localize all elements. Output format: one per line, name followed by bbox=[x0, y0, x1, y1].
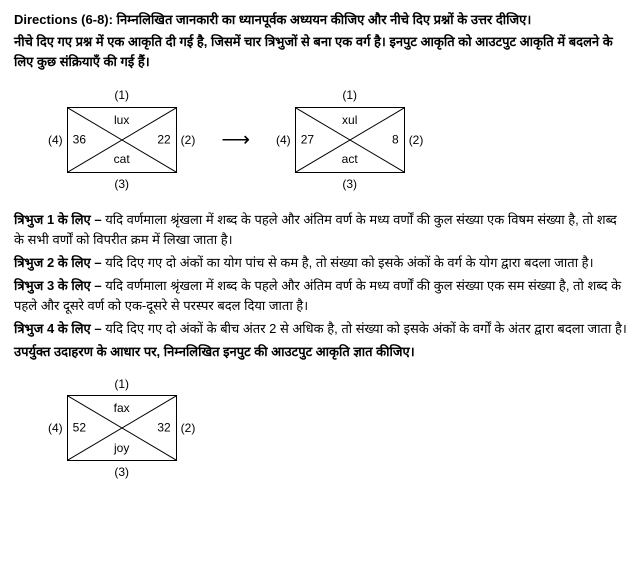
output-outside-top: (1) bbox=[272, 86, 427, 105]
example-input-shape: (1) (4) lux 22 cat 36 (2) (3) bbox=[44, 84, 199, 195]
input-inside-bottom: cat bbox=[68, 150, 176, 169]
rule-3-text: यदि वर्णमाला श्रृंखला में शब्द के पहले औ… bbox=[14, 278, 621, 313]
input-inside-right: 22 bbox=[157, 131, 170, 150]
question-diagram-row: (1) (4) fax 32 joy 52 (2) (3) bbox=[44, 373, 628, 484]
rule-2-label: त्रिभुज 2 के लिए – bbox=[14, 255, 102, 270]
output-mid-row: (4) xul 8 act 27 (2) bbox=[272, 107, 427, 173]
output-inside-right: 8 bbox=[392, 131, 399, 150]
example-output-shape: (1) (4) xul 8 act 27 (2) (3) bbox=[272, 84, 427, 195]
q-mid-row: (4) fax 32 joy 52 (2) bbox=[44, 395, 199, 461]
input-outside-left: (4) bbox=[48, 131, 63, 150]
output-outside-right: (2) bbox=[409, 131, 424, 150]
directions-line: Directions (6-8): निम्नलिखित जानकारी का … bbox=[14, 10, 628, 30]
q-outside-right: (2) bbox=[181, 419, 196, 438]
output-inside-bottom: act bbox=[296, 150, 404, 169]
output-outside-left: (4) bbox=[276, 131, 291, 150]
q-inside-top: fax bbox=[68, 399, 176, 418]
rule-3-label: त्रिभुज 3 के लिए – bbox=[14, 278, 102, 293]
rule-3: त्रिभुज 3 के लिए – यदि वर्णमाला श्रृंखला… bbox=[14, 276, 628, 316]
arrow-icon: ⟶ bbox=[221, 125, 250, 156]
directions-text: निम्नलिखित जानकारी का ध्यानपूर्वक अध्ययन… bbox=[113, 12, 531, 27]
rules-block: त्रिभुज 1 के लिए – यदि वर्णमाला श्रृंखला… bbox=[14, 210, 628, 363]
input-outside-right: (2) bbox=[181, 131, 196, 150]
q-outside-bottom: (3) bbox=[44, 463, 199, 482]
input-inside-top: lux bbox=[68, 111, 176, 130]
rule-1-text: यदि वर्णमाला श्रृंखला में शब्द के पहले औ… bbox=[14, 212, 617, 247]
rule-4-label: त्रिभुज 4 के लिए – bbox=[14, 321, 102, 336]
q-inside-left: 52 bbox=[73, 419, 86, 438]
output-box: xul 8 act 27 bbox=[295, 107, 405, 173]
rule-4-text: यदि दिए गए दो अंकों के बीच अंतर 2 से अधि… bbox=[102, 321, 627, 336]
input-mid-row: (4) lux 22 cat 36 (2) bbox=[44, 107, 199, 173]
output-outside-bottom: (3) bbox=[272, 175, 427, 194]
final-instruction: उपर्युक्त उदाहरण के आधार पर, निम्नलिखित … bbox=[14, 342, 628, 362]
rule-1-label: त्रिभुज 1 के लिए – bbox=[14, 212, 102, 227]
rule-2: त्रिभुज 2 के लिए – यदि दिए गए दो अंकों क… bbox=[14, 253, 628, 273]
q-outside-left: (4) bbox=[48, 419, 63, 438]
directions-label: Directions (6-8): bbox=[14, 12, 113, 27]
input-inside-left: 36 bbox=[73, 131, 86, 150]
example-diagram-row: (1) (4) lux 22 cat 36 (2) (3) ⟶ (1) (4) bbox=[44, 84, 628, 195]
input-box: lux 22 cat 36 bbox=[67, 107, 177, 173]
q-inside-right: 32 bbox=[157, 419, 170, 438]
output-inside-left: 27 bbox=[301, 131, 314, 150]
question-input-shape: (1) (4) fax 32 joy 52 (2) (3) bbox=[44, 373, 199, 484]
intro-line-1: नीचे दिए गए प्रश्न में एक आकृति दी गई है… bbox=[14, 32, 628, 72]
q-inside-bottom: joy bbox=[68, 439, 176, 458]
output-inside-top: xul bbox=[296, 111, 404, 130]
input-outside-bottom: (3) bbox=[44, 175, 199, 194]
rule-4: त्रिभुज 4 के लिए – यदि दिए गए दो अंकों क… bbox=[14, 319, 628, 339]
rule-1: त्रिभुज 1 के लिए – यदि वर्णमाला श्रृंखला… bbox=[14, 210, 628, 250]
input-outside-top: (1) bbox=[44, 86, 199, 105]
q-outside-top: (1) bbox=[44, 375, 199, 394]
question-box: fax 32 joy 52 bbox=[67, 395, 177, 461]
rule-2-text: यदि दिए गए दो अंकों का योग पांच से कम है… bbox=[102, 255, 594, 270]
